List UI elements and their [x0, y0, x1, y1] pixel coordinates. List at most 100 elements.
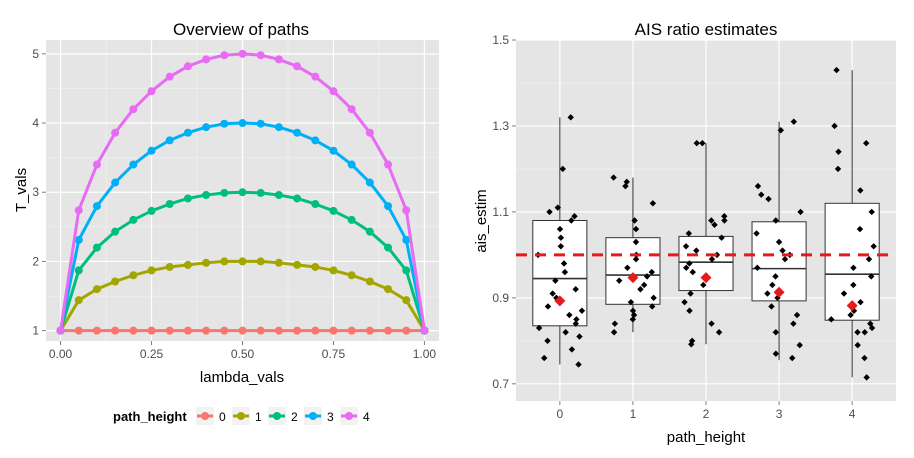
- data-point-3: [768, 303, 775, 310]
- series-point-2: [365, 227, 374, 236]
- data-point-3: [753, 230, 760, 237]
- data-point-1: [650, 294, 657, 302]
- data-point-4: [854, 341, 861, 349]
- paths-legend: path_height 0 1 2 3 4: [113, 407, 370, 425]
- legend-key-point: [273, 412, 281, 420]
- series-point-1: [347, 271, 356, 280]
- series-point-0: [293, 326, 302, 335]
- legend-label: 3: [327, 410, 334, 424]
- data-point-1: [632, 225, 640, 233]
- legend-item-2: 2: [268, 407, 298, 425]
- series-point-2: [402, 266, 411, 275]
- data-point-0: [544, 337, 551, 345]
- data-point-3: [754, 182, 762, 190]
- series-point-2: [238, 188, 247, 197]
- data-point-3: [772, 273, 779, 280]
- paths-x-tick-label: 0.25: [140, 347, 164, 361]
- data-point-1: [610, 329, 618, 336]
- data-point-4: [854, 329, 861, 336]
- series-point-3: [329, 146, 338, 155]
- paths-x-axis-label: lambda_vals: [200, 369, 284, 386]
- data-point-0: [571, 213, 578, 220]
- series-point-0: [329, 326, 338, 335]
- data-point-2: [693, 247, 700, 254]
- data-point-4: [835, 148, 842, 155]
- ais-y-tick-label: 1.1: [492, 205, 509, 219]
- data-point-0: [561, 268, 569, 276]
- mean-marker-4: [846, 300, 858, 312]
- series-point-1: [165, 262, 174, 271]
- series-point-1: [129, 271, 138, 280]
- data-point-4: [847, 311, 854, 319]
- data-point-3: [790, 320, 797, 327]
- data-point-3: [781, 255, 789, 263]
- series-point-4: [147, 87, 156, 96]
- data-point-0: [535, 324, 543, 332]
- data-point-0: [566, 311, 573, 319]
- series-point-4: [274, 55, 283, 64]
- ais-means: [554, 272, 858, 312]
- data-point-2: [686, 307, 693, 314]
- data-point-2: [715, 329, 723, 336]
- data-point-2: [688, 341, 695, 348]
- series-point-4: [256, 51, 265, 60]
- data-point-2: [721, 213, 728, 220]
- series-point-4: [129, 105, 138, 114]
- data-point-4: [840, 290, 848, 297]
- series-point-0: [347, 326, 356, 335]
- series-point-3: [183, 128, 192, 137]
- data-point-0: [578, 307, 586, 314]
- series-point-4: [365, 128, 374, 137]
- series-point-4: [329, 87, 338, 96]
- series-point-4: [202, 55, 211, 64]
- data-point-0: [559, 165, 566, 173]
- series-point-0: [147, 326, 156, 335]
- series-point-0: [384, 326, 393, 335]
- data-point-0: [575, 361, 582, 368]
- data-point-2: [708, 320, 715, 327]
- ais-y-axis-label: ais_estim: [473, 189, 490, 252]
- data-point-2: [711, 221, 718, 228]
- series-point-0: [274, 326, 283, 335]
- series-point-3: [129, 160, 138, 169]
- ais-chart-title: AIS ratio estimates: [635, 20, 778, 39]
- series-point-2: [256, 188, 265, 197]
- series-1: [56, 257, 429, 335]
- data-point-1: [629, 316, 637, 323]
- legend-item-3: 3: [304, 407, 334, 425]
- series-point-2: [111, 227, 120, 236]
- data-point-0: [572, 320, 579, 327]
- series-point-3: [311, 136, 320, 145]
- ais-x-tick-label: 1: [630, 407, 637, 421]
- data-point-0: [568, 346, 576, 353]
- ais-y-ticks: 0.7 0.9 1.1 1.3 1.5: [492, 33, 516, 391]
- mean-marker-1: [627, 272, 639, 284]
- legend-key-point: [201, 412, 209, 420]
- data-point-1: [637, 286, 644, 293]
- data-point-3: [769, 281, 776, 289]
- data-point-4: [863, 374, 870, 381]
- data-point-2: [693, 139, 700, 147]
- mean-marker-2: [700, 272, 712, 284]
- paths-x-tick-label: 0.75: [322, 347, 346, 361]
- data-point-0: [568, 217, 575, 224]
- series-point-3: [293, 128, 302, 137]
- data-point-3: [758, 191, 765, 198]
- data-point-0: [576, 333, 583, 340]
- data-point-3: [774, 294, 781, 302]
- data-point-2: [708, 217, 715, 224]
- legend-item-0: 0: [196, 407, 226, 425]
- data-point-2: [686, 260, 693, 267]
- data-point-1: [624, 264, 631, 271]
- legend-label: 2: [291, 410, 298, 424]
- series-point-1: [293, 260, 302, 269]
- series-point-3: [402, 235, 411, 244]
- series-point-2: [202, 190, 211, 199]
- data-point-3: [765, 195, 772, 203]
- data-point-2: [718, 234, 725, 241]
- ais-points: [534, 66, 877, 381]
- series-point-2: [347, 215, 356, 224]
- data-point-3: [764, 290, 771, 297]
- series-point-2: [165, 199, 174, 208]
- paths-x-tick-label: 1.00: [413, 347, 437, 361]
